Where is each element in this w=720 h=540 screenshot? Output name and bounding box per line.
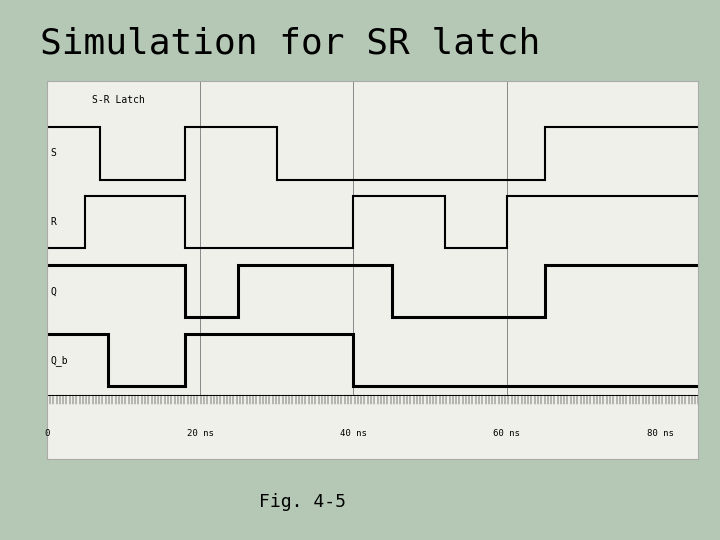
- Text: S-R Latch: S-R Latch: [92, 95, 145, 105]
- Text: Fig. 4-5: Fig. 4-5: [259, 493, 346, 511]
- Text: 0: 0: [44, 429, 50, 438]
- Text: 20 ns: 20 ns: [186, 429, 214, 438]
- Text: Q: Q: [50, 286, 56, 296]
- Text: R: R: [50, 217, 56, 227]
- Text: 60 ns: 60 ns: [493, 429, 520, 438]
- Text: Q_b: Q_b: [50, 355, 68, 366]
- Text: 80 ns: 80 ns: [647, 429, 673, 438]
- Text: S: S: [50, 148, 56, 158]
- Text: Simulation for SR latch: Simulation for SR latch: [40, 27, 540, 61]
- Text: 40 ns: 40 ns: [340, 429, 367, 438]
